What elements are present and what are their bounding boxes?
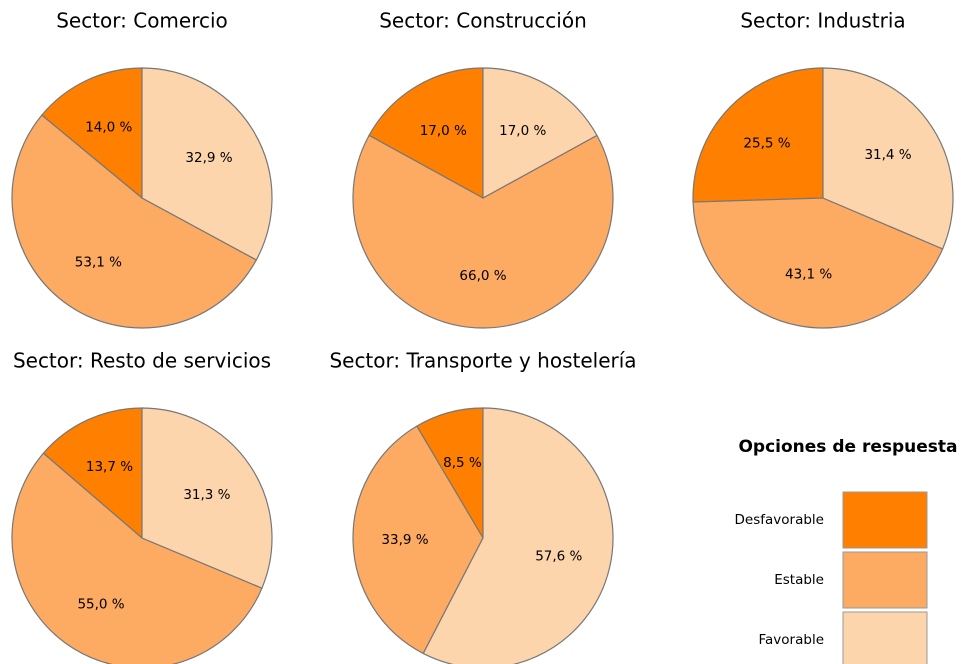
pie-slice <box>352 134 614 329</box>
legend-title: Opciones de respuesta <box>738 437 957 457</box>
data-label: 32,9 % <box>185 150 232 166</box>
chart-title: Sector: Construcción <box>379 9 587 33</box>
chart-title: Sector: Comercio <box>56 9 228 33</box>
pie-slice <box>141 67 273 261</box>
legend-swatch <box>842 491 928 549</box>
data-label: 17,0 % <box>499 123 546 139</box>
legend-swatch <box>842 611 928 664</box>
data-label: 43,1 % <box>785 267 832 283</box>
pie-slice <box>822 67 954 250</box>
legend-label: Estable <box>774 572 824 588</box>
data-label: 17,0 % <box>420 123 467 139</box>
pie-slice <box>692 197 944 329</box>
chart-title: Sector: Resto de servicios <box>13 349 271 373</box>
legend-swatch <box>842 551 928 609</box>
pie-slice <box>11 452 263 664</box>
pie-slice <box>692 67 824 203</box>
chart-title: Sector: Industria <box>740 9 905 33</box>
data-label: 66,0 % <box>459 268 506 284</box>
pie-slice <box>11 114 258 329</box>
data-label: 14,0 % <box>85 119 132 135</box>
data-label: 31,4 % <box>864 147 911 163</box>
chart-title: Sector: Transporte y hostelería <box>329 349 636 373</box>
pie-slice <box>368 67 484 200</box>
pie-slice <box>352 425 484 655</box>
data-label: 33,9 % <box>381 532 428 548</box>
data-label: 57,6 % <box>535 548 582 564</box>
pie-slice <box>422 407 614 664</box>
data-label: 8,5 % <box>443 455 482 471</box>
pie-slice <box>141 407 273 589</box>
data-label: 25,5 % <box>743 136 790 152</box>
data-label: 55,0 % <box>77 596 124 612</box>
data-label: 31,3 % <box>183 487 230 503</box>
pie-slice <box>40 67 143 200</box>
legend-label: Desfavorable <box>735 512 824 528</box>
pie-slice <box>42 407 143 540</box>
data-label: 13,7 % <box>86 459 133 475</box>
legend-label: Favorable <box>759 632 825 648</box>
data-label: 53,1 % <box>75 255 122 271</box>
pie-slice <box>482 67 598 200</box>
